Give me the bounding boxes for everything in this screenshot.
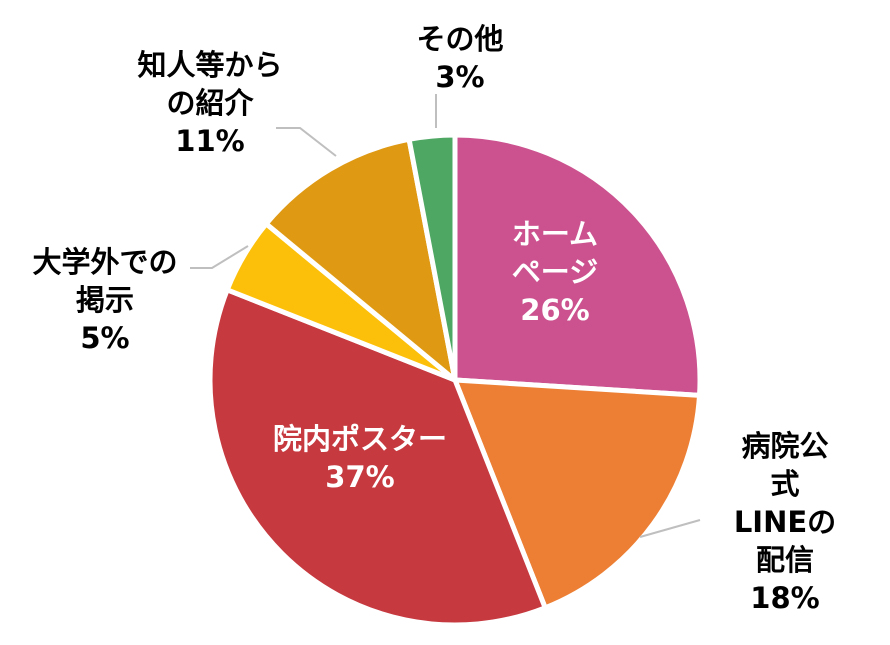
slice-label: 知人等から の紹介 11% — [137, 46, 282, 160]
value-label: 5% — [80, 321, 130, 355]
value-label: 26% — [520, 293, 590, 327]
pie-slice — [406, 132, 458, 383]
value-label: 18% — [750, 581, 820, 615]
slice-label: その他 3% — [416, 20, 503, 96]
value-label: 11% — [175, 124, 245, 158]
leader-line — [276, 127, 337, 157]
pie-slice — [263, 136, 458, 383]
pie-slice — [452, 377, 703, 611]
pie-slice — [207, 287, 548, 628]
pie-slice — [452, 132, 703, 398]
category-label: その他 — [416, 22, 504, 56]
category-label: 院内ポスター — [272, 422, 448, 456]
slice-label: 大学外での 掲示 5% — [32, 243, 177, 357]
slice-label: 病院公式 LINEの配信 18% — [733, 427, 838, 617]
category-label: 病院公式 LINEの配信 — [733, 429, 837, 577]
category-label: ホーム ページ — [511, 217, 599, 289]
leader-line — [190, 245, 249, 269]
leader-line — [639, 519, 701, 538]
slice-label: 院内ポスター 37% — [273, 420, 447, 496]
value-label: 3% — [435, 60, 485, 94]
slice-label: ホーム ページ 26% — [512, 215, 598, 329]
value-label: 37% — [325, 460, 395, 494]
category-label: 知人等から の紹介 — [137, 48, 283, 120]
category-label: 大学外での 掲示 — [32, 245, 178, 317]
